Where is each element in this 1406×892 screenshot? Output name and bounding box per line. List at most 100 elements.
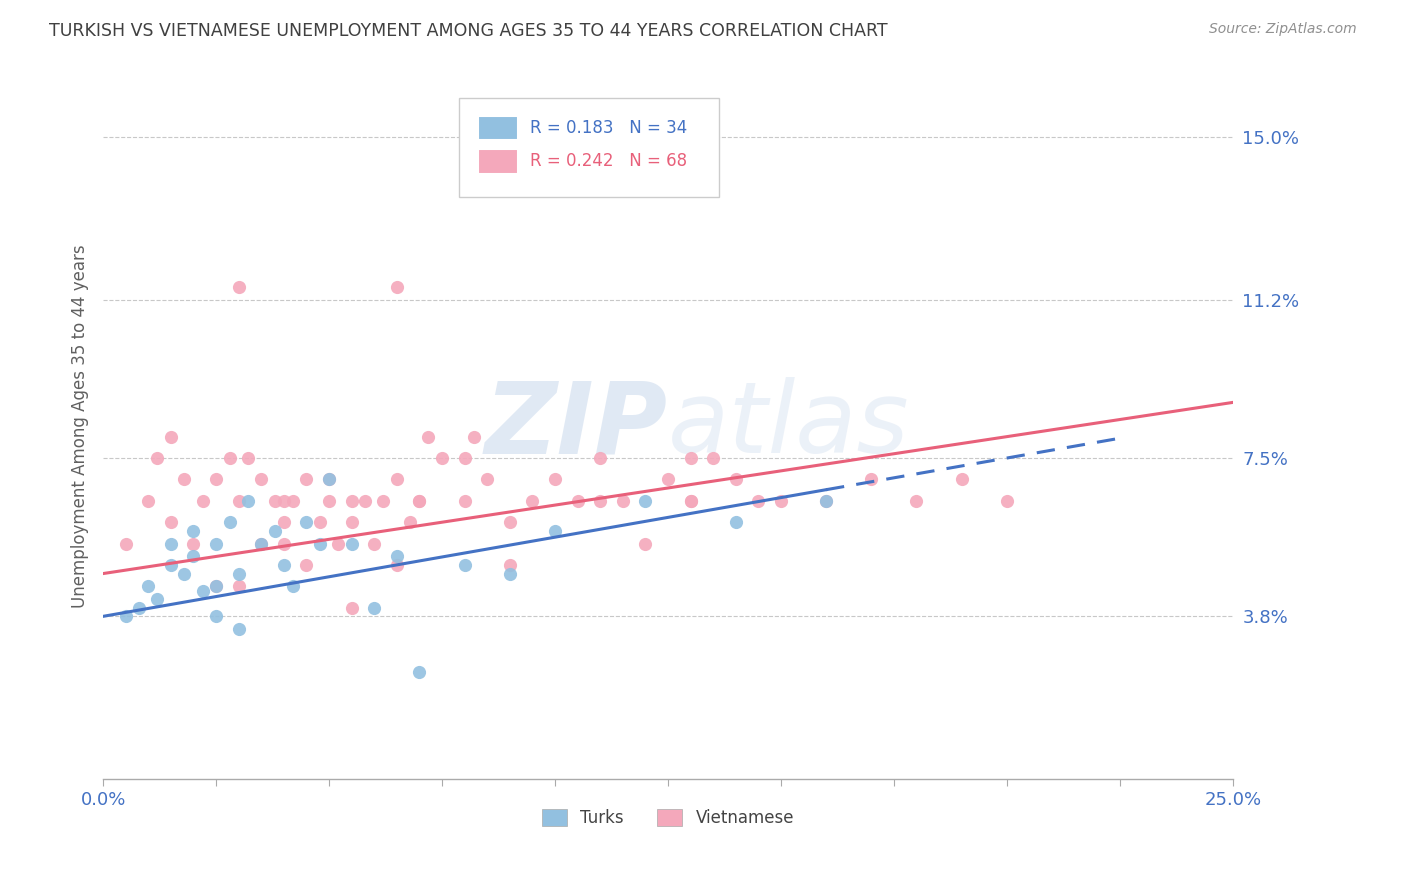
Point [160, 558, 183, 572]
Point [950, 472, 973, 486]
Point [453, 493, 475, 508]
Point [589, 493, 612, 508]
Point [385, 558, 408, 572]
Point [399, 515, 422, 529]
Text: TURKISH VS VIETNAMESE UNEMPLOYMENT AMONG AGES 35 TO 44 YEARS CORRELATION CHART: TURKISH VS VIETNAMESE UNEMPLOYMENT AMONG… [49, 22, 887, 40]
Point [702, 450, 724, 465]
FancyBboxPatch shape [478, 116, 517, 140]
Point [160, 430, 183, 444]
Point [205, 536, 228, 550]
Point [679, 450, 702, 465]
Point [363, 600, 385, 615]
Point [183, 549, 205, 564]
Point [263, 524, 285, 538]
Point [160, 536, 183, 550]
Point [408, 493, 430, 508]
Point [544, 524, 567, 538]
Point [205, 609, 228, 624]
Point [408, 665, 430, 679]
Point [453, 450, 475, 465]
Point [228, 493, 250, 508]
Point [236, 450, 259, 465]
Text: Source: ZipAtlas.com: Source: ZipAtlas.com [1209, 22, 1357, 37]
Point [634, 536, 657, 550]
Point [205, 579, 228, 593]
Point [522, 493, 544, 508]
Point [183, 536, 205, 550]
Point [309, 536, 332, 550]
Text: atlas: atlas [668, 377, 910, 475]
Point [385, 549, 408, 564]
Point [228, 579, 250, 593]
Point [995, 493, 1018, 508]
Point [815, 493, 838, 508]
Point [657, 472, 679, 486]
Point [318, 472, 340, 486]
Point [589, 450, 612, 465]
Point [477, 472, 499, 486]
Point [567, 493, 589, 508]
Point [146, 450, 169, 465]
Point [769, 493, 792, 508]
Point [273, 558, 295, 572]
Point [354, 493, 377, 508]
Point [205, 472, 228, 486]
Point [183, 524, 205, 538]
Text: R = 0.183   N = 34: R = 0.183 N = 34 [530, 119, 688, 137]
Point [724, 472, 747, 486]
Point [499, 558, 522, 572]
Point [281, 579, 304, 593]
Point [173, 566, 195, 581]
Point [309, 515, 332, 529]
Point [340, 493, 363, 508]
Point [205, 579, 228, 593]
Point [318, 472, 340, 486]
Point [250, 472, 273, 486]
Point [250, 536, 273, 550]
Point [128, 600, 150, 615]
Point [340, 536, 363, 550]
Point [318, 493, 340, 508]
Point [114, 609, 136, 624]
Point [218, 515, 240, 529]
Point [499, 515, 522, 529]
Point [340, 515, 363, 529]
Point [146, 592, 169, 607]
Point [263, 493, 285, 508]
Legend: Turks, Vietnamese: Turks, Vietnamese [536, 803, 800, 834]
Point [373, 493, 395, 508]
Point [228, 566, 250, 581]
Point [430, 450, 453, 465]
Point [228, 622, 250, 636]
Point [634, 493, 657, 508]
Point [679, 493, 702, 508]
Point [191, 493, 214, 508]
Text: R = 0.242   N = 68: R = 0.242 N = 68 [530, 153, 688, 170]
Point [228, 280, 250, 294]
Point [281, 493, 304, 508]
Point [136, 493, 159, 508]
Point [326, 536, 349, 550]
Point [114, 536, 136, 550]
Point [860, 472, 883, 486]
Point [905, 493, 928, 508]
Point [724, 515, 747, 529]
Point [218, 450, 240, 465]
FancyBboxPatch shape [478, 149, 517, 174]
Point [136, 579, 159, 593]
Point [191, 583, 214, 598]
Point [273, 536, 295, 550]
Point [340, 600, 363, 615]
Point [499, 566, 522, 581]
Point [453, 558, 475, 572]
Text: ZIP: ZIP [485, 377, 668, 475]
Point [747, 493, 769, 508]
Point [418, 430, 440, 444]
Point [160, 515, 183, 529]
Point [173, 472, 195, 486]
Point [295, 472, 318, 486]
Point [544, 472, 567, 486]
Point [236, 493, 259, 508]
Point [295, 558, 318, 572]
Point [273, 515, 295, 529]
